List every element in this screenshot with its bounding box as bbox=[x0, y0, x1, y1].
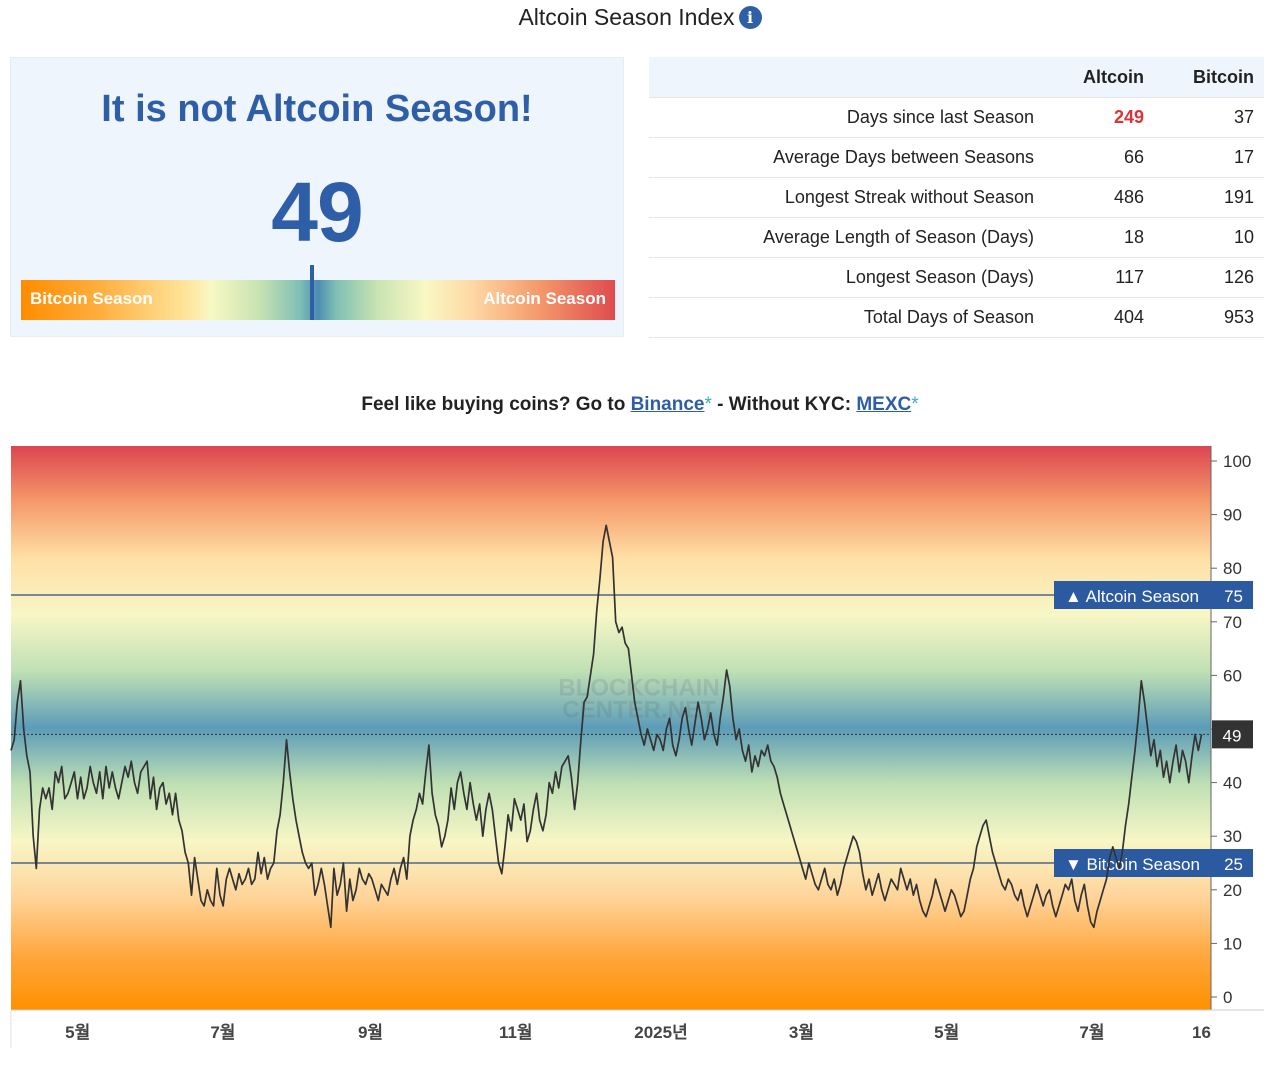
watermark-text: CENTER.NET bbox=[562, 696, 716, 723]
x-tick-label: 7월 bbox=[210, 1023, 235, 1042]
threshold-value-label: 25 bbox=[1224, 855, 1243, 874]
promo-prefix: Feel like buying coins? Go to bbox=[361, 394, 631, 415]
y-tick-label: 30 bbox=[1223, 827, 1242, 846]
index-value: 49 bbox=[271, 165, 363, 259]
y-tick-label: 100 bbox=[1223, 452, 1251, 471]
threshold-label-box bbox=[1054, 849, 1253, 877]
stats-header-row: Altcoin Bitcoin bbox=[649, 57, 1264, 98]
table-row: Average Length of Season (Days) 18 10 bbox=[649, 217, 1264, 258]
stat-label: Days since last Season bbox=[649, 97, 1044, 138]
table-row: Days since last Season 249 37 bbox=[649, 97, 1264, 138]
stat-bitcoin-value: 953 bbox=[1154, 297, 1264, 338]
current-value-label: 49 bbox=[1223, 726, 1242, 745]
current-value-box bbox=[1212, 720, 1253, 749]
gauge-label-altcoin: Altcoin Season bbox=[483, 289, 606, 308]
page-title: Altcoin Season Index i bbox=[0, 4, 1280, 31]
stats-header-altcoin: Altcoin bbox=[1044, 57, 1154, 98]
stat-label: Longest Streak without Season bbox=[649, 177, 1044, 218]
stats-header-label bbox=[649, 57, 1044, 98]
threshold-label-box bbox=[1054, 581, 1253, 609]
y-tick-label: 10 bbox=[1223, 934, 1242, 953]
gauge-label-bitcoin: Bitcoin Season bbox=[30, 289, 153, 308]
x-tick-label: 11월 bbox=[499, 1023, 533, 1042]
stat-label: Total Days of Season bbox=[649, 297, 1044, 338]
x-tick-label: 9월 bbox=[358, 1023, 383, 1042]
binance-affiliate-star: * bbox=[704, 394, 712, 415]
table-row: Average Days between Seasons 66 17 bbox=[649, 137, 1264, 178]
y-tick-label: 60 bbox=[1223, 666, 1242, 685]
x-tick-label: 3월 bbox=[789, 1023, 814, 1042]
promo-middle: - Without KYC: bbox=[711, 394, 857, 415]
table-row: Longest Season (Days) 117 126 bbox=[649, 257, 1264, 298]
chart-background bbox=[11, 446, 1211, 1010]
info-icon[interactable]: i bbox=[738, 6, 762, 29]
y-tick-label: 0 bbox=[1223, 988, 1232, 1007]
stat-altcoin-value: 404 bbox=[1044, 297, 1154, 338]
stat-bitcoin-value: 126 bbox=[1154, 257, 1264, 298]
season-headline: It is not Altcoin Season! bbox=[101, 88, 533, 130]
stat-altcoin-value: 117 bbox=[1044, 257, 1154, 298]
index-series-line bbox=[10, 524, 1203, 929]
promo-line: Feel like buying coins? Go to Binance* -… bbox=[0, 394, 1280, 416]
table-row: Total Days of Season 404 953 bbox=[649, 297, 1264, 338]
stat-bitcoin-value: 191 bbox=[1154, 177, 1264, 218]
y-tick-label: 80 bbox=[1223, 559, 1242, 578]
x-tick-label: 16 bbox=[1192, 1023, 1211, 1042]
threshold-label: ▲ Altcoin Season bbox=[1065, 587, 1199, 606]
season-gauge: Bitcoin Season Altcoin Season bbox=[21, 265, 615, 320]
y-tick-label: 90 bbox=[1223, 506, 1242, 525]
y-tick-label: 70 bbox=[1223, 613, 1242, 632]
x-tick-label: 7월 bbox=[1079, 1023, 1104, 1042]
season-status-panel: It is not Altcoin Season! 49 Bitcoin Sea… bbox=[10, 57, 624, 337]
stat-altcoin-value: 18 bbox=[1044, 217, 1154, 258]
table-row: Longest Streak without Season 486 191 bbox=[649, 177, 1264, 218]
stat-altcoin-value: 486 bbox=[1044, 177, 1154, 218]
binance-link[interactable]: Binance bbox=[630, 394, 705, 415]
x-tick-label: 5월 bbox=[65, 1023, 90, 1042]
stats-header-bitcoin: Bitcoin bbox=[1154, 57, 1264, 98]
mexc-affiliate-star: * bbox=[911, 394, 919, 415]
watermark-text: BLOCKCHAIN bbox=[558, 674, 719, 701]
stat-label: Average Days between Seasons bbox=[649, 137, 1044, 178]
x-tick-label: 2025년 bbox=[634, 1023, 687, 1042]
stat-altcoin-value: 249 bbox=[1044, 97, 1154, 138]
season-stats-table: Altcoin Bitcoin Days since last Season 2… bbox=[649, 57, 1264, 338]
stat-altcoin-value: 66 bbox=[1044, 137, 1154, 178]
stat-label: Longest Season (Days) bbox=[649, 257, 1044, 298]
stat-bitcoin-value: 10 bbox=[1154, 217, 1264, 258]
gauge-marker bbox=[310, 265, 315, 320]
page-title-text: Altcoin Season Index bbox=[518, 4, 735, 30]
threshold-value-label: 75 bbox=[1224, 587, 1243, 606]
stat-label: Average Length of Season (Days) bbox=[649, 217, 1044, 258]
y-tick-label: 40 bbox=[1223, 774, 1242, 793]
x-tick-label: 5월 bbox=[934, 1023, 959, 1042]
stat-bitcoin-value: 37 bbox=[1154, 97, 1264, 138]
mexc-link[interactable]: MEXC bbox=[856, 394, 912, 415]
threshold-label: ▼ Bitcoin Season bbox=[1065, 855, 1200, 874]
stat-bitcoin-value: 17 bbox=[1154, 137, 1264, 178]
y-tick-label: 20 bbox=[1223, 881, 1242, 900]
